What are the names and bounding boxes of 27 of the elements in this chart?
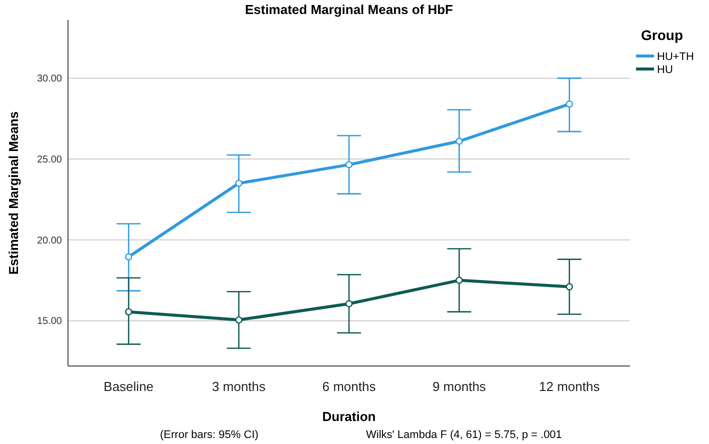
x-tick-label: 3 months xyxy=(212,379,266,394)
point xyxy=(566,100,573,108)
point xyxy=(566,283,573,290)
y-tick-label: 25.00 xyxy=(36,154,62,166)
x-tick-label: 12 months xyxy=(539,379,600,394)
point xyxy=(125,308,132,316)
x-tick-label: Baseline xyxy=(104,379,154,394)
point xyxy=(345,161,353,168)
text: Wilks' Lambda F (4, 61) = 5.75, p = .001 xyxy=(366,429,562,441)
legend-label: HU+TH xyxy=(657,50,694,63)
chart-title: Estimated Marginal Means of HbF xyxy=(244,2,454,17)
point xyxy=(125,253,132,260)
legend-title: Group xyxy=(641,27,683,43)
point xyxy=(456,276,463,284)
y-axis-title: Estimated Marginal Means xyxy=(6,111,21,275)
legend-label: HU xyxy=(657,64,673,76)
x-tick-label: 9 months xyxy=(432,379,486,394)
text: (Error bars: 95% CI) xyxy=(160,429,258,441)
point xyxy=(235,316,242,324)
y-tick-label: 30.00 xyxy=(36,74,62,85)
y-tick-label: 20.00 xyxy=(36,235,62,246)
x-tick-label: 6 months xyxy=(322,379,376,394)
x-axis-title: Duration xyxy=(322,409,376,424)
point xyxy=(345,300,353,308)
point xyxy=(235,180,242,187)
point xyxy=(456,138,463,145)
y-tick-label: 15.00 xyxy=(36,316,62,328)
